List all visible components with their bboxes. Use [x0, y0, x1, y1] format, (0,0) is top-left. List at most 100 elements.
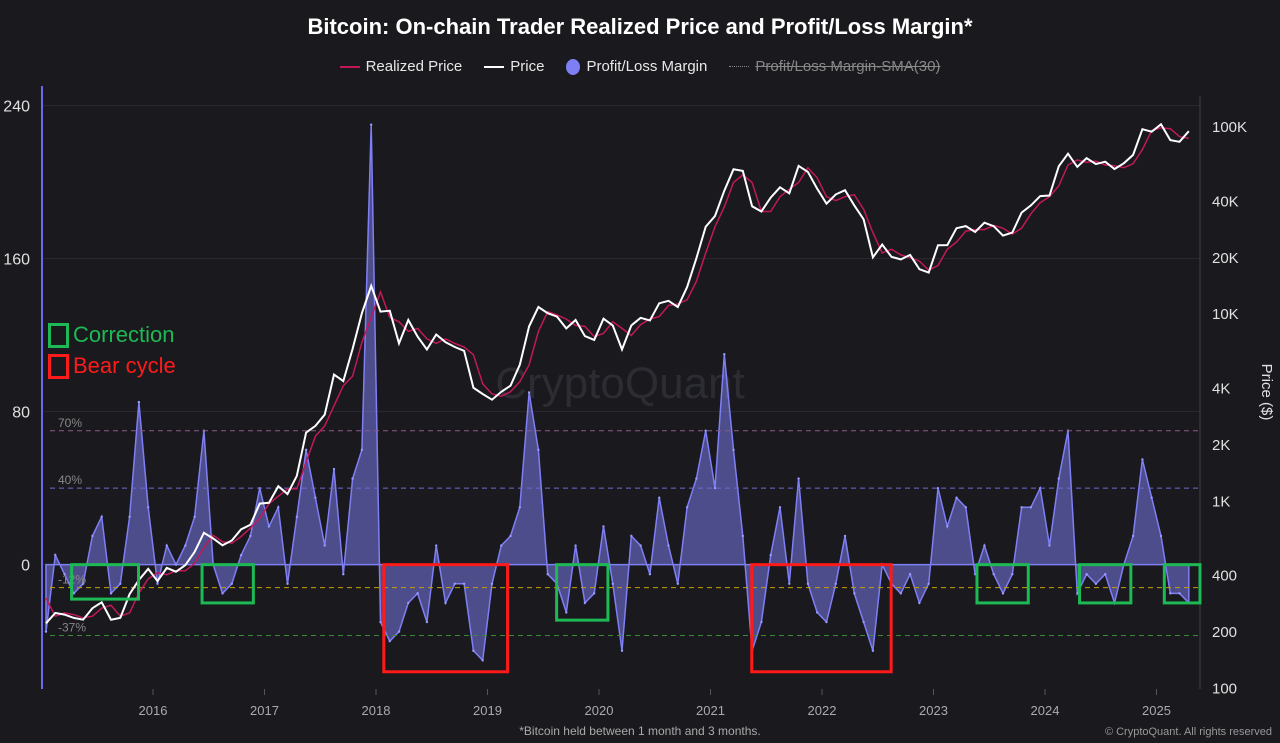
margin-point: [369, 123, 373, 126]
margin-point: [611, 582, 614, 585]
margin-point: [239, 553, 243, 557]
reference-line-label: 40%: [58, 473, 82, 487]
dashed-swatch-icon: [729, 66, 750, 67]
margin-point: [602, 525, 605, 528]
legend-item-margin[interactable]: Profit/Loss Margin: [566, 58, 707, 75]
margin-point: [899, 592, 902, 595]
x-tick-label: 2025: [1142, 703, 1171, 718]
y-right-tick-label: 1K: [1212, 493, 1230, 510]
margin-point: [788, 582, 791, 585]
margin-point: [667, 544, 670, 547]
margin-point: [1104, 573, 1107, 576]
x-tick-label: 2023: [919, 703, 948, 718]
margin-point: [128, 515, 131, 519]
margin-point: [490, 582, 494, 585]
margin-point: [397, 630, 401, 633]
margin-point: [91, 534, 94, 538]
margin-point: [574, 544, 577, 547]
margin-point: [1150, 496, 1153, 499]
margin-point: [658, 496, 661, 499]
margin-point: [918, 601, 921, 605]
y-right-tick-label: 200: [1212, 624, 1237, 641]
margin-point: [908, 573, 912, 576]
legend-label: Profit/Loss Margin-SMA(30): [755, 58, 941, 75]
margin-point: [518, 506, 522, 509]
red-box-icon: [48, 353, 69, 379]
y-right-tick-label: 10K: [1212, 306, 1239, 323]
x-tick-label: 2017: [250, 703, 279, 718]
margin-point: [509, 534, 512, 538]
margin-point: [193, 515, 196, 519]
green-box-icon: [48, 322, 69, 348]
y-right-tick-label: 20K: [1212, 250, 1239, 267]
margin-point: [137, 400, 141, 404]
margin-point: [81, 582, 85, 585]
margin-point: [388, 639, 391, 643]
margin-point: [1048, 544, 1051, 547]
copyright: © CryptoQuant. All rights reserved: [1104, 726, 1272, 738]
y-left-tick-label: 240: [3, 99, 30, 116]
dot-swatch-icon: [566, 58, 581, 75]
margin-point: [184, 544, 187, 547]
margin-point: [778, 506, 782, 509]
margin-point: [1057, 477, 1060, 480]
margin-point: [815, 611, 819, 614]
footnote: *Bitcoin held between 1 month and 3 mont…: [519, 724, 761, 738]
margin-point: [63, 573, 66, 576]
margin-point: [100, 515, 103, 519]
margin-point: [1029, 506, 1033, 509]
margin-point: [174, 563, 178, 566]
margin-point: [351, 477, 354, 480]
margin-point: [1094, 582, 1098, 585]
line-swatch-icon: [339, 65, 360, 68]
annotation-label: Correction: [73, 322, 175, 347]
margin-point: [583, 601, 587, 605]
margin-point: [407, 601, 410, 605]
legend-label: Realized Price: [365, 58, 463, 75]
margin-point: [1169, 592, 1172, 595]
legend-item-sma[interactable]: Profit/Loss Margin-SMA(30): [729, 58, 940, 75]
reference-line-label: 70%: [58, 416, 82, 430]
reference-line-label: -37%: [58, 620, 86, 634]
chart-title: Bitcoin: On-chain Trader Realized Price …: [307, 14, 973, 39]
margin-point: [853, 592, 856, 595]
margin-point: [676, 582, 679, 585]
margin-point: [54, 553, 57, 557]
margin-point: [955, 496, 958, 499]
margin-point: [146, 506, 150, 509]
margin-point: [314, 496, 317, 499]
y-right-tick-label: 100K: [1212, 119, 1247, 136]
bear-cycle-box: [382, 563, 510, 674]
margin-point: [769, 553, 772, 557]
y-right-tick-label: 4K: [1212, 381, 1230, 398]
margin-point: [360, 448, 364, 452]
margin-point: [472, 649, 475, 652]
series-realized-price-line: [45, 127, 1189, 619]
correction-box: [1078, 563, 1133, 605]
margin-point: [304, 448, 308, 452]
margin-point: [927, 582, 930, 585]
x-tick-label: 2024: [1031, 703, 1060, 718]
line-swatch-icon: [484, 65, 505, 68]
legend: Realized Price Price Profit/Loss Margin …: [0, 58, 1280, 75]
margin-point: [797, 477, 800, 480]
margin-point: [648, 573, 652, 576]
margin-point: [295, 515, 299, 519]
y-right-tick-label: 2K: [1212, 437, 1230, 454]
margin-point: [741, 534, 745, 538]
y-left-tick-label: 80: [12, 405, 30, 422]
margin-point: [379, 620, 382, 624]
margin-point: [723, 353, 726, 356]
margin-point: [462, 582, 466, 585]
margin-point: [620, 649, 624, 652]
margin-point: [527, 391, 531, 394]
margin-point: [444, 601, 447, 605]
margin-point: [760, 620, 763, 624]
margin-point: [435, 544, 438, 547]
margin-point: [946, 525, 949, 528]
margin-point: [565, 611, 568, 614]
annotation-label: Bear cycle: [73, 353, 176, 378]
legend-item-realized-price[interactable]: Realized Price: [339, 58, 463, 75]
margin-point: [1159, 534, 1163, 538]
legend-item-price[interactable]: Price: [484, 58, 544, 75]
